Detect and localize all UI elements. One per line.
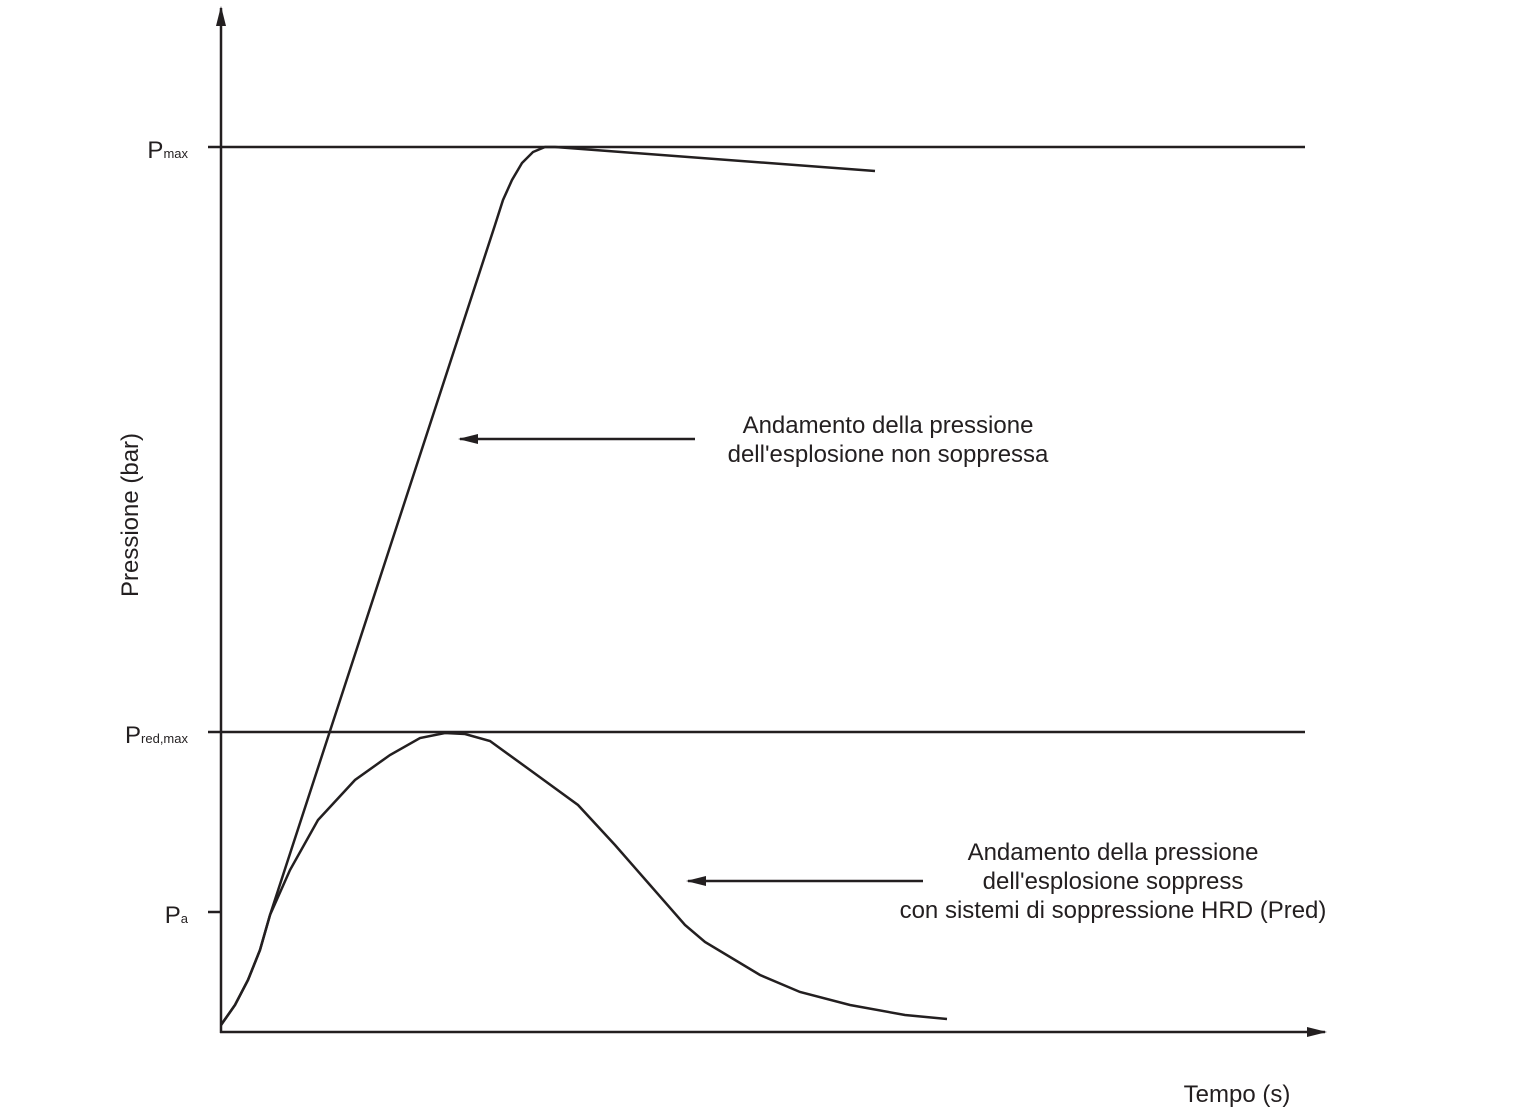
- level-label: Pmax: [147, 137, 188, 164]
- annotation-line: con sistemi di soppressione HRD (Pred): [900, 897, 1327, 924]
- annotation-line: dell'esplosione soppress: [983, 868, 1244, 895]
- level-subscript: red,max: [141, 731, 188, 746]
- annotation-line: dell'esplosione non soppressa: [728, 441, 1049, 468]
- level-symbol: P: [147, 137, 163, 164]
- annotation-line: Andamento della pressione: [743, 412, 1034, 439]
- level-subscript: max: [163, 146, 188, 161]
- annotation-line: Andamento della pressione: [968, 839, 1259, 866]
- unsuppressed-curve: [219, 145, 876, 1026]
- level-label: Pred,max: [125, 722, 188, 749]
- level-subscript: a: [181, 911, 189, 926]
- level-symbol: P: [165, 902, 181, 929]
- level-label: Pa: [165, 902, 189, 929]
- level-symbol: P: [125, 722, 141, 749]
- x-axis-label: Tempo (s): [1184, 1081, 1291, 1108]
- suppressed-curve: [219, 731, 948, 1026]
- y-axis-label: Pressione (bar): [117, 433, 144, 597]
